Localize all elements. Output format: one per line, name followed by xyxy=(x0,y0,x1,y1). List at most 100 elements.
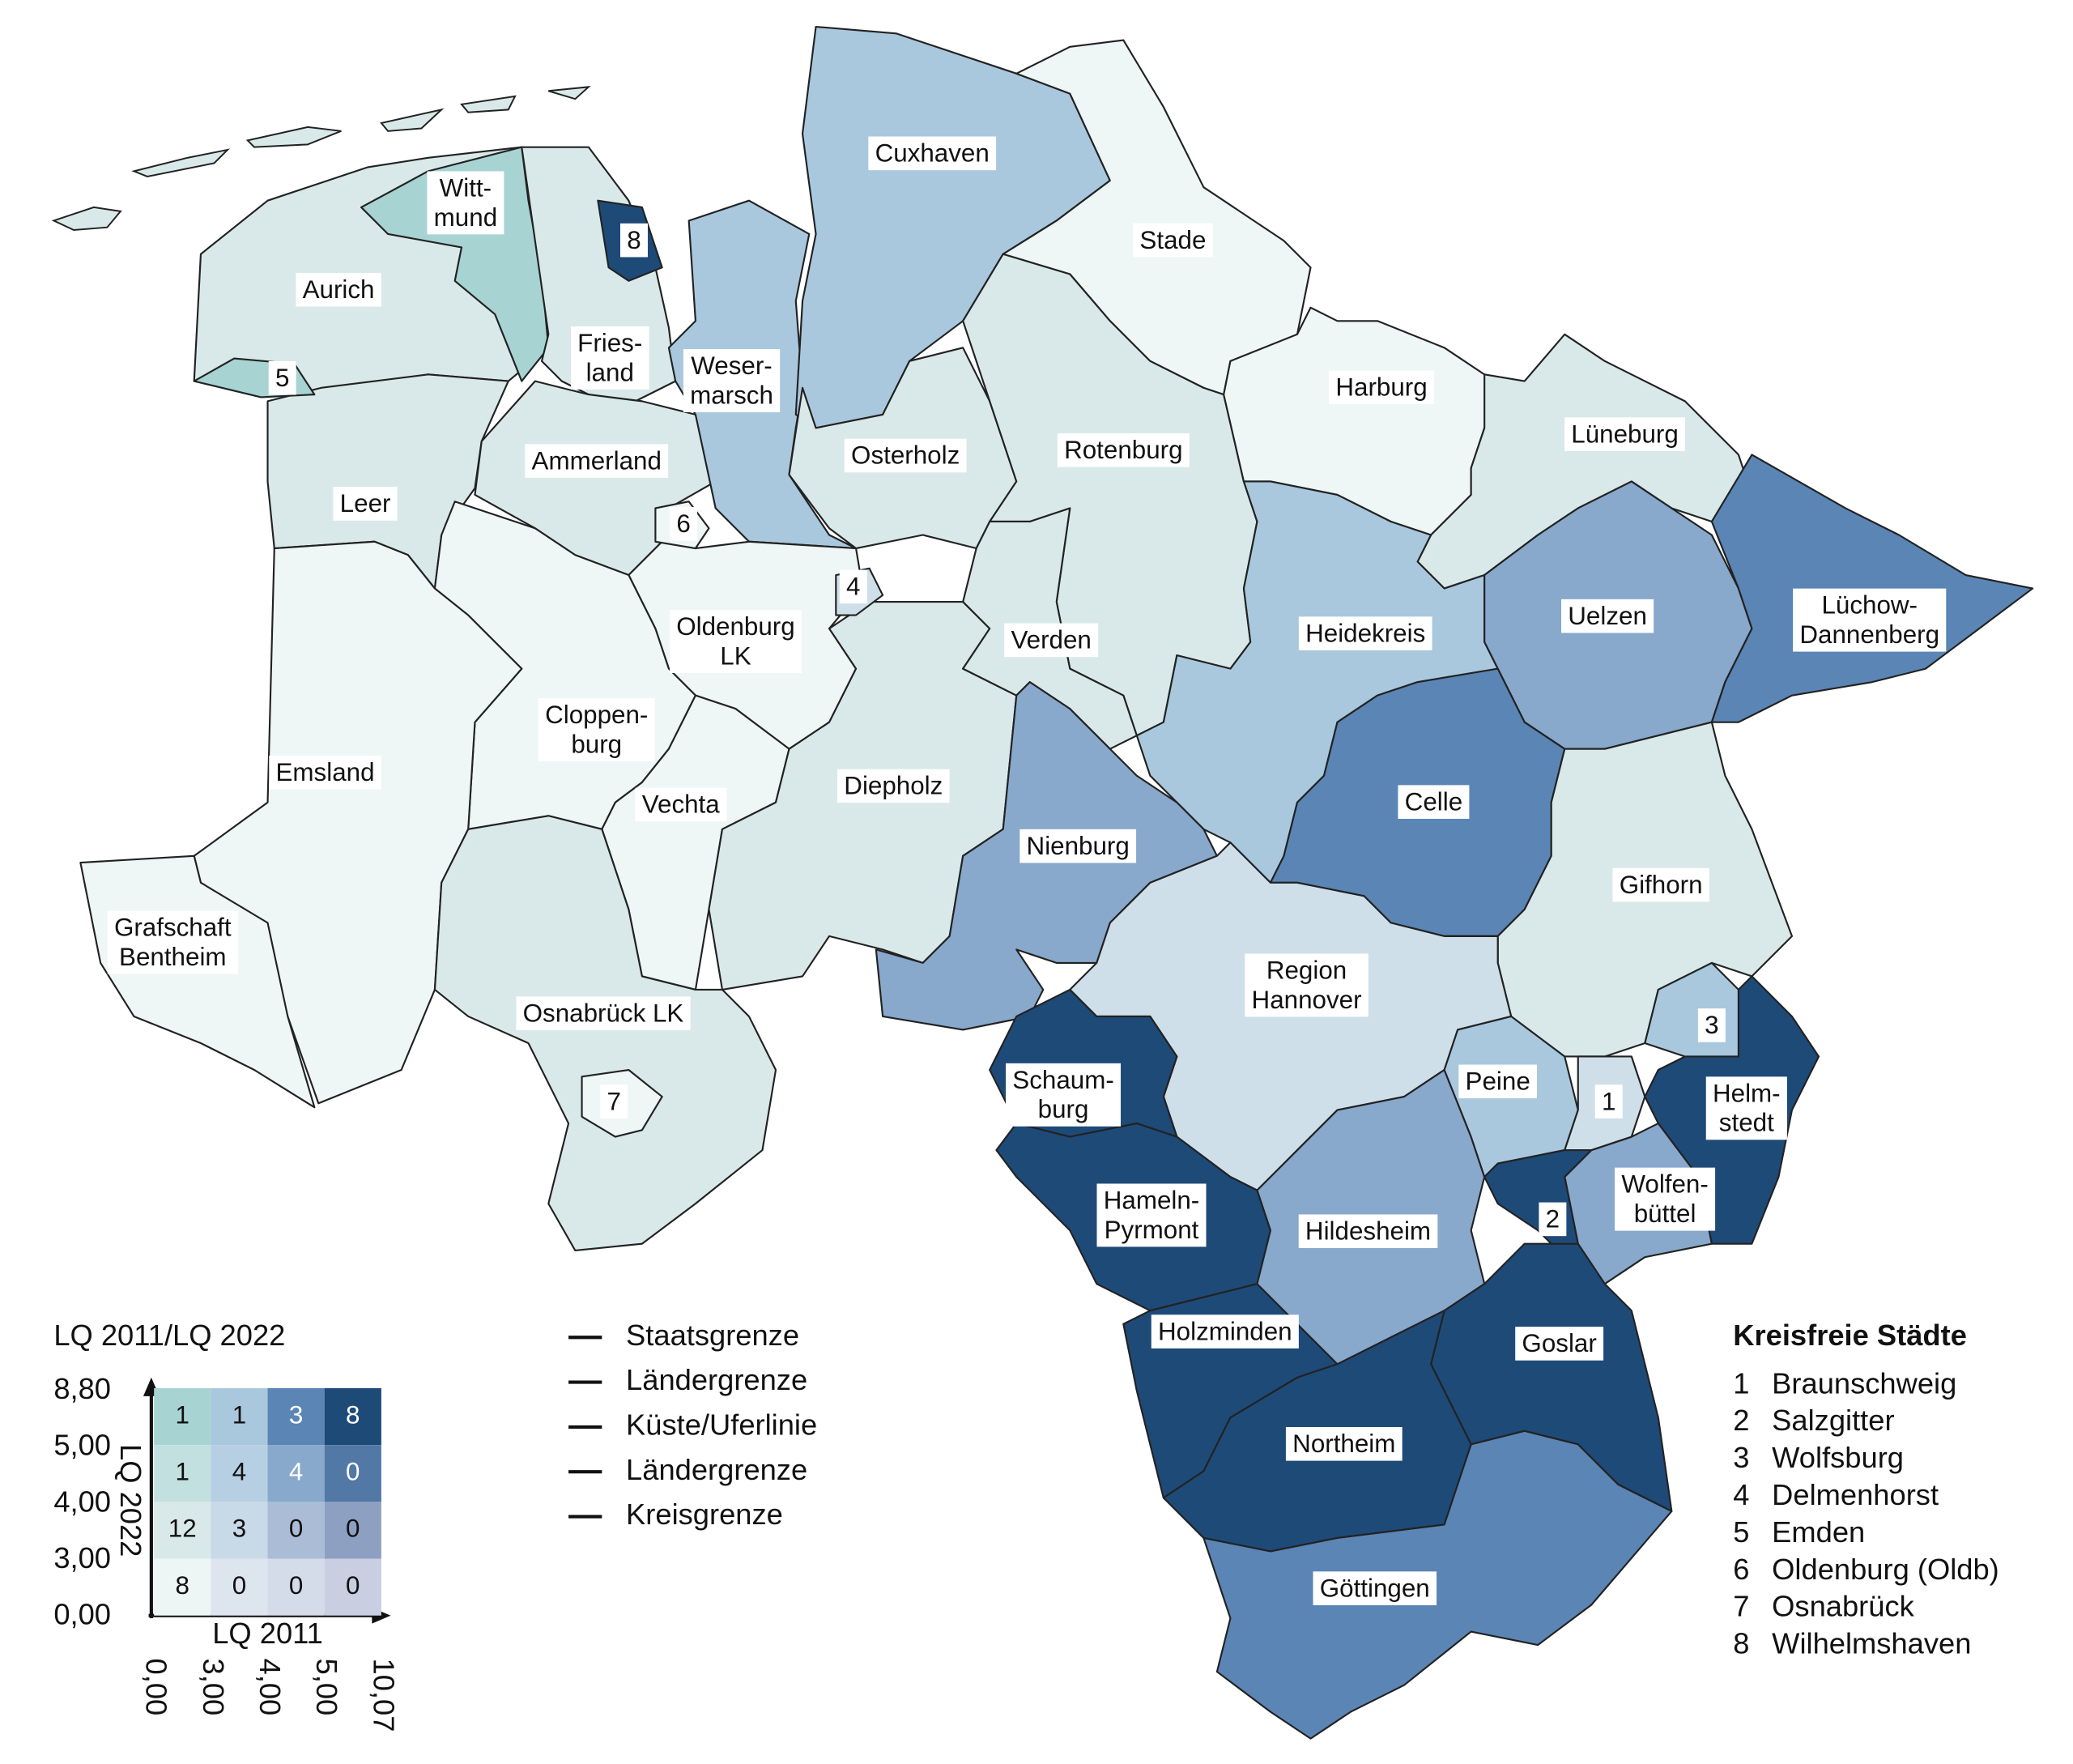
district-label: 3 xyxy=(1697,1008,1726,1042)
label-line: 3 xyxy=(1705,1011,1718,1039)
label-line: burg xyxy=(1038,1095,1089,1123)
label-line: Bentheim xyxy=(119,943,226,971)
district-name: Hameln-Pyrmont xyxy=(1104,1187,1200,1244)
district-name: Aurich xyxy=(303,275,375,304)
district-label: 2 xyxy=(1539,1202,1567,1237)
district-label: Osnabrück LK xyxy=(516,996,691,1030)
district-name: Holzminden xyxy=(1158,1318,1292,1346)
x-tick-label: 5,00 xyxy=(310,1659,343,1716)
district-name: Stade xyxy=(1139,226,1206,254)
label-line: Holzminden xyxy=(1158,1318,1292,1346)
y-tick-label: 5,00 xyxy=(53,1429,111,1462)
district-name: Leer xyxy=(340,489,391,518)
district-name: Helm-stedt xyxy=(1713,1080,1781,1137)
label-line: Peine xyxy=(1466,1067,1530,1096)
city-number: 2 xyxy=(1733,1404,1749,1437)
label-line: Osnabrück LK xyxy=(523,999,684,1028)
x-tick-label: 4,00 xyxy=(253,1659,287,1716)
x-tick-label: 10,07 xyxy=(367,1659,400,1732)
district-label: Goslar xyxy=(1515,1327,1604,1361)
city-name: Wolfsburg xyxy=(1772,1441,1904,1474)
city-name: Emden xyxy=(1772,1515,1865,1549)
y-tick-label: 4,00 xyxy=(53,1485,111,1518)
district-label: Göttingen xyxy=(1313,1571,1437,1605)
legend-count: 0 xyxy=(346,1515,360,1543)
label-line: 2 xyxy=(1546,1205,1560,1234)
label-line: land xyxy=(586,359,634,387)
city-number: 3 xyxy=(1733,1441,1749,1474)
islands xyxy=(51,86,591,232)
legend-count: 4 xyxy=(289,1458,303,1486)
legend-cell xyxy=(324,1445,381,1502)
district-name: 4 xyxy=(846,573,860,601)
label-box xyxy=(1329,370,1434,405)
label-box xyxy=(333,487,398,521)
label-line: Cloppen- xyxy=(545,701,648,729)
legend-cell xyxy=(324,1558,381,1616)
district-name: Uelzen xyxy=(1568,602,1647,630)
label-box xyxy=(1564,417,1686,451)
district-label: Weser-marsch xyxy=(683,349,781,413)
legend-cell xyxy=(154,1387,211,1446)
label-box xyxy=(837,769,950,803)
district-label: Grafschaft Bentheim xyxy=(107,910,239,974)
legend-cell xyxy=(267,1502,325,1559)
district-label: Lüchow-Dannenberg xyxy=(1793,588,1947,652)
district-label: Lüneburg xyxy=(1564,417,1686,451)
legend-count: 1 xyxy=(176,1400,189,1429)
district-name: Verden xyxy=(1011,626,1091,654)
district-label: 8 xyxy=(619,223,648,258)
district-name: 1 xyxy=(1602,1088,1615,1116)
label-line: stedt xyxy=(1719,1109,1774,1137)
district-label: Cloppen-burg xyxy=(538,698,655,761)
label-line: Hannover xyxy=(1252,986,1362,1014)
district xyxy=(1710,454,2034,723)
label-line: Goslar xyxy=(1522,1329,1596,1357)
island xyxy=(548,86,591,100)
y-tick-label: 0,00 xyxy=(53,1598,111,1631)
legend-count: 4 xyxy=(232,1458,246,1486)
district-name: Nienburg xyxy=(1027,832,1130,860)
district-name: Harburg xyxy=(1335,373,1427,402)
legend-count: 0 xyxy=(232,1571,246,1600)
cities-title: Kreisfreie Städte xyxy=(1733,1319,1967,1352)
label-box xyxy=(1561,599,1654,633)
label-box xyxy=(868,136,997,171)
label-box xyxy=(670,506,698,541)
label-line: Region xyxy=(1266,957,1347,985)
label-box xyxy=(669,610,802,673)
y-tick-label: 8,80 xyxy=(53,1372,111,1405)
city-name: Braunschweig xyxy=(1772,1366,1956,1400)
label-line: Rotenburg xyxy=(1064,436,1182,464)
city-name: Salzgitter xyxy=(1772,1404,1894,1437)
label-box xyxy=(268,360,296,395)
city-name: Oldenburg (Oldb) xyxy=(1772,1553,1999,1586)
label-line: Dannenberg xyxy=(1799,620,1939,649)
island xyxy=(51,206,122,232)
city-number: 1 xyxy=(1733,1366,1749,1400)
label-box xyxy=(538,698,655,761)
label-line: Weser- xyxy=(691,352,772,380)
district-label: Holzminden xyxy=(1151,1314,1299,1349)
city-number: 4 xyxy=(1733,1478,1749,1511)
x-axis-label: LQ 2011 xyxy=(212,1617,323,1650)
label-line: LK xyxy=(720,642,751,671)
district-label: Hameln-Pyrmont xyxy=(1096,1183,1207,1247)
y-axis-label: LQ 2022 xyxy=(114,1444,147,1557)
district-label: Heidekreis xyxy=(1298,616,1432,650)
label-line: büttel xyxy=(1634,1199,1696,1228)
legend-count: 0 xyxy=(346,1458,360,1486)
district-label: Region Hannover xyxy=(1245,953,1369,1017)
label-line: Leer xyxy=(340,489,391,518)
district xyxy=(1203,1430,1673,1740)
label-line: Uelzen xyxy=(1568,602,1647,630)
label-box xyxy=(1539,1202,1567,1237)
label-line: Helm- xyxy=(1713,1080,1781,1108)
label-box xyxy=(1298,616,1432,650)
legend-cell xyxy=(211,1558,268,1616)
label-box xyxy=(1096,1183,1207,1247)
district-label: Diepholz xyxy=(837,769,950,803)
district-label: Harburg xyxy=(1329,370,1434,405)
legend: LQ 2011/LQ 2022 LQ 2022 LQ 2011 1 1 3 8 1 4 4 0… xyxy=(53,1319,400,1732)
